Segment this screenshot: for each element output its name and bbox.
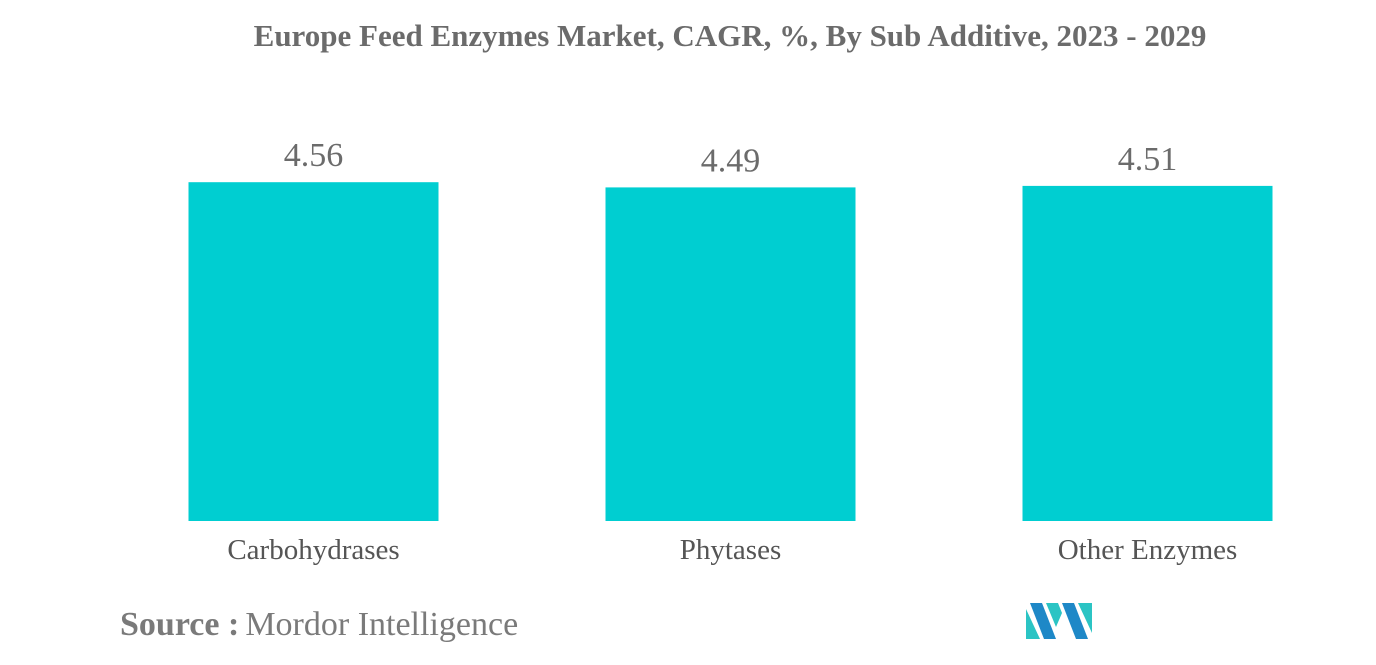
data-label: 4.51 <box>1118 141 1178 178</box>
mordor-intelligence-logo-icon <box>1026 603 1092 639</box>
data-label: 4.49 <box>701 142 761 179</box>
source-value: Mordor Intelligence <box>245 606 519 643</box>
x-tick-label: Phytases <box>680 534 782 566</box>
bar-chart: 4.56 Carbohydrases 4.49 Phytases 4.51 Other E… <box>188 137 1273 566</box>
data-label: 4.56 <box>284 137 344 174</box>
source-label: Source : <box>120 606 240 643</box>
bar-other-enzymes <box>1022 185 1273 521</box>
source-line: Source : Mordor Intelligence <box>120 606 518 644</box>
x-tick-label: Carbohydrases <box>227 534 399 566</box>
bar-phytases <box>605 187 856 521</box>
x-tick-label: Other Enzymes <box>1058 534 1238 566</box>
chart-title: Europe Feed Enzymes Market, CAGR, %, By … <box>253 18 1207 53</box>
bar-carbohydrases <box>188 182 439 521</box>
